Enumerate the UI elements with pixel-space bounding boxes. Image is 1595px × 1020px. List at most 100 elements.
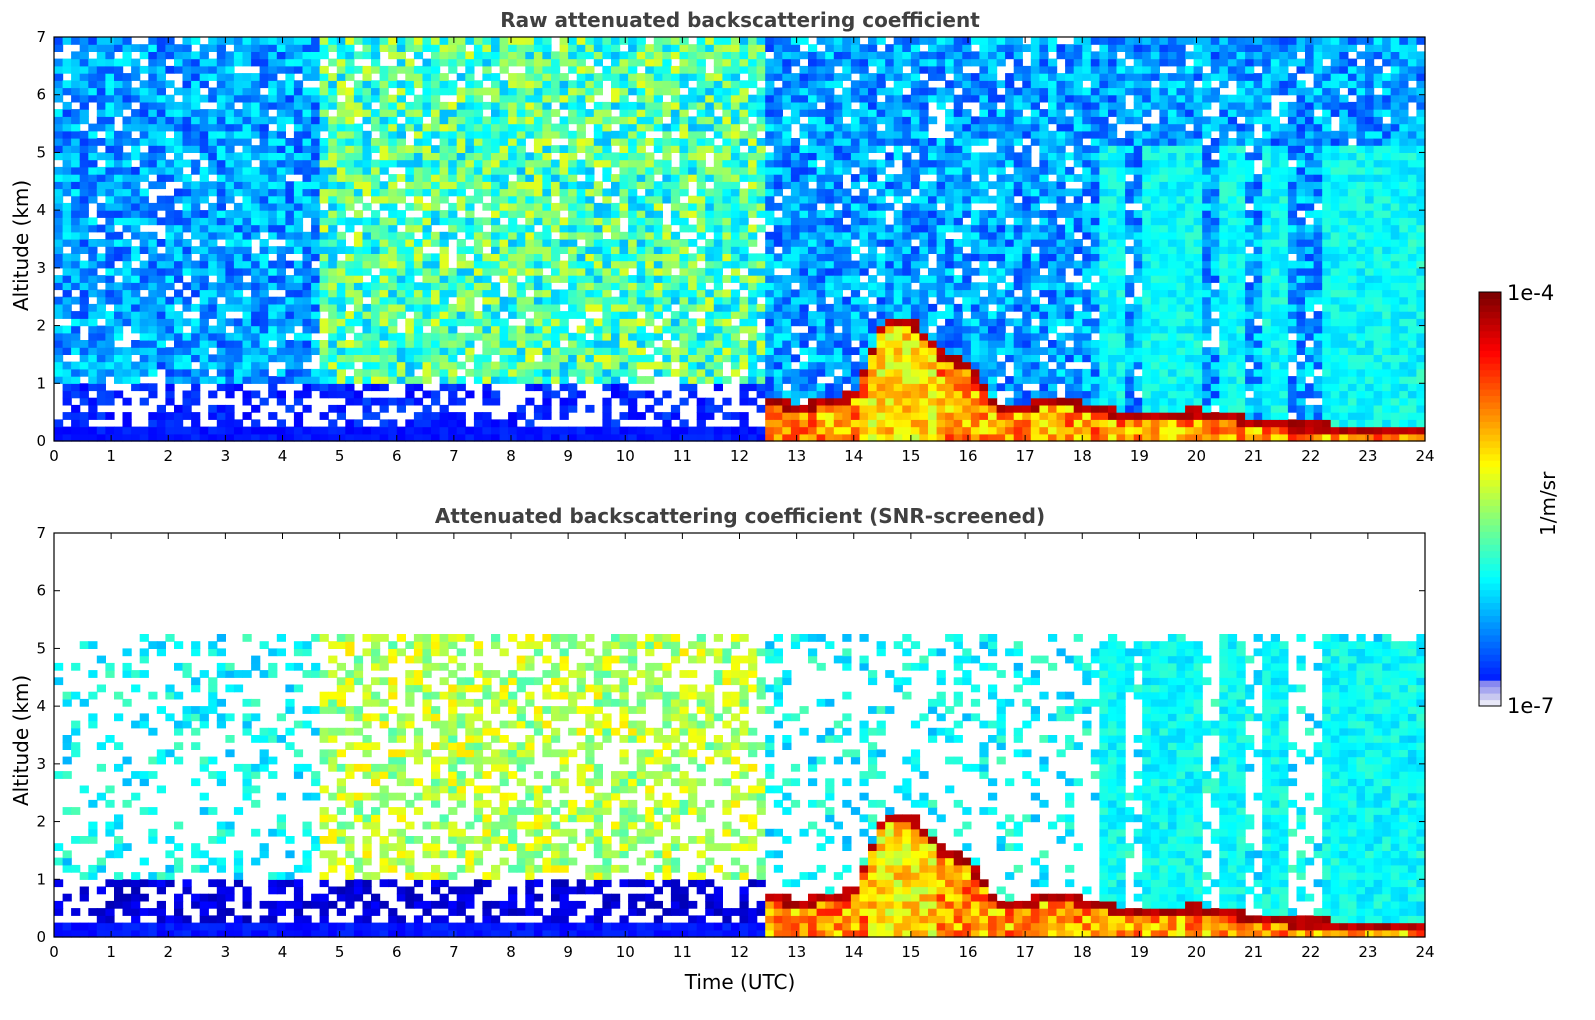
heatmap-cell (876, 145, 886, 153)
heatmap-cell (156, 87, 166, 96)
heatmap-cell (233, 303, 244, 312)
heatmap-cell (636, 390, 646, 399)
heatmap-cell (362, 368, 372, 377)
heatmap-cell (413, 260, 424, 269)
heatmap-cell (722, 51, 732, 60)
heatmap-cell (139, 303, 149, 312)
heatmap-cell (533, 188, 544, 197)
heatmap-cell (722, 217, 732, 226)
heatmap-cell (508, 188, 518, 197)
heatmap-cell (251, 376, 261, 384)
heatmap-cell (439, 404, 449, 413)
heatmap-cell (371, 412, 381, 420)
heatmap-cell (525, 37, 535, 45)
heatmap-cell (396, 340, 406, 348)
heatmap-cell (688, 426, 698, 435)
heatmap-cell (268, 145, 278, 153)
heatmap-cell (542, 181, 552, 190)
heatmap-cell (722, 354, 732, 363)
heatmap-cell (396, 332, 406, 341)
heatmap-cell (825, 383, 835, 392)
heatmap-cell (902, 166, 912, 175)
heatmap-cell (379, 325, 389, 334)
heatmap-cell (516, 87, 526, 96)
heatmap-cell (902, 419, 912, 428)
heatmap-cell (602, 239, 612, 247)
heatmap-cell (96, 58, 106, 67)
heatmap-cell (679, 275, 689, 283)
heatmap-cell (876, 210, 886, 218)
heatmap-cell (148, 58, 158, 67)
heatmap-cell (131, 311, 141, 319)
heatmap-cell (576, 368, 586, 377)
heatmap-cell (773, 332, 783, 341)
heatmap-cell (353, 80, 364, 89)
heatmap-cell (713, 426, 723, 435)
heatmap-cell (148, 65, 158, 74)
heatmap-cell (216, 65, 226, 74)
heatmap-cell (88, 340, 98, 348)
heatmap-cell (302, 116, 312, 125)
heatmap-cell (473, 368, 484, 377)
heatmap-cell (191, 332, 201, 341)
heatmap-cell (568, 202, 578, 211)
heatmap-cell (722, 87, 732, 96)
heatmap-cell (928, 426, 938, 435)
heatmap-cell (259, 109, 269, 117)
heatmap-cell (105, 311, 115, 319)
heatmap-cell (636, 130, 646, 139)
heatmap-cell (216, 145, 226, 153)
heatmap-cell (551, 376, 561, 384)
heatmap-cell (533, 253, 544, 262)
heatmap-cell (62, 289, 72, 298)
heatmap-cell (379, 404, 389, 413)
heatmap-cell (431, 325, 441, 334)
heatmap-cell (628, 318, 638, 327)
heatmap-cell (825, 166, 835, 175)
heatmap-cell (859, 58, 869, 67)
heatmap-cell (910, 347, 921, 355)
heatmap-cell (910, 109, 921, 117)
heatmap-cell (568, 65, 578, 74)
heatmap-cell (902, 296, 912, 305)
heatmap-cell (705, 433, 715, 442)
heatmap-cell (259, 73, 269, 81)
heatmap-cell (730, 368, 741, 377)
heatmap-cell (473, 267, 484, 276)
heatmap-cell (473, 37, 484, 45)
heatmap-cell (645, 361, 655, 370)
heatmap-cell (525, 282, 535, 291)
heatmap-cell (850, 58, 861, 67)
heatmap-cell (71, 73, 81, 81)
heatmap-cell (268, 44, 278, 52)
heatmap-cell (71, 138, 81, 146)
heatmap-cell (285, 109, 295, 117)
heatmap-cell (88, 347, 98, 355)
heatmap-cell (868, 361, 878, 370)
heatmap-cell (165, 101, 175, 110)
heatmap-cell (525, 217, 535, 226)
heatmap-cell (782, 94, 792, 103)
heatmap-cell (388, 202, 398, 211)
heatmap-cell (71, 260, 81, 269)
heatmap-cell (491, 332, 501, 341)
heatmap-cell (885, 340, 895, 348)
heatmap-cell (216, 94, 226, 103)
heatmap-cell (439, 433, 449, 442)
heatmap-cell (473, 152, 484, 161)
heatmap-cell (628, 275, 638, 283)
heatmap-cell (353, 376, 364, 384)
heatmap-cell (688, 340, 698, 348)
heatmap-cell (96, 109, 106, 117)
heatmap-cell (233, 51, 244, 60)
heatmap-cell (353, 303, 364, 312)
heatmap-cell (696, 138, 706, 146)
heatmap-cell (156, 101, 166, 110)
heatmap-cell (319, 383, 329, 392)
heatmap-cell (893, 311, 903, 319)
heatmap-cell (551, 340, 561, 348)
heatmap-cell (293, 289, 304, 298)
heatmap-cell (388, 94, 398, 103)
heatmap-cell (876, 267, 886, 276)
heatmap-cell (499, 426, 509, 435)
